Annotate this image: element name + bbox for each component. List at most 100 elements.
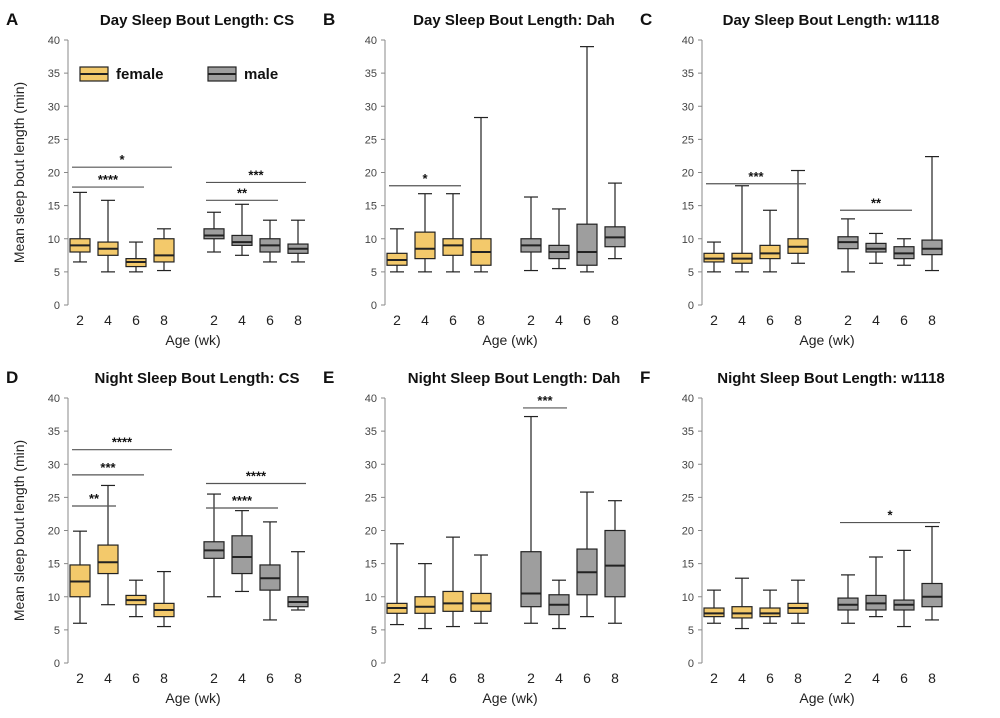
panel-title: Night Sleep Bout Length: Dah <box>408 370 620 387</box>
x-tick-label: 8 <box>294 312 302 328</box>
box-iqr <box>576 223 598 266</box>
legend-label-female: female <box>116 66 164 83</box>
x-tick-label: 6 <box>266 670 274 686</box>
x-tick-label: 6 <box>266 312 274 328</box>
box-male-wk2 <box>520 196 542 272</box>
box-male-wk2 <box>203 493 225 598</box>
x-axis-label: Age (wk) <box>799 690 854 706</box>
y-tick-label: 35 <box>682 68 694 80</box>
y-tick-label: 5 <box>54 267 60 279</box>
panel-e: E Night Sleep Bout Length: Dah 0 5 10 15 20 25 3… <box>323 368 626 706</box>
box-female-wk8 <box>787 169 809 264</box>
y-tick-label: 40 <box>682 35 694 47</box>
significance-label: * <box>422 171 428 186</box>
y-tick-label: 20 <box>365 526 377 538</box>
x-tick-label: 8 <box>477 670 485 686</box>
significance-label: *** <box>748 169 764 184</box>
significance-label: ** <box>237 185 248 200</box>
box-iqr <box>442 238 464 256</box>
x-tick-label: 2 <box>527 312 535 328</box>
box-male-wk2 <box>520 415 542 624</box>
y-tick-label: 0 <box>371 300 377 312</box>
x-tick-label: 4 <box>555 670 563 686</box>
x-tick-label: 8 <box>160 312 168 328</box>
x-tick-label: 6 <box>449 312 457 328</box>
x-tick-label: 6 <box>132 312 140 328</box>
box-female-wk6 <box>759 209 781 273</box>
y-tick-label: 15 <box>365 559 377 571</box>
y-tick-label: 20 <box>365 168 377 180</box>
y-tick-label: 25 <box>682 134 694 146</box>
y-tick-label: 5 <box>54 625 60 637</box>
x-tick-label: 6 <box>583 670 591 686</box>
x-tick-label: 8 <box>160 670 168 686</box>
significance-label: * <box>887 508 893 523</box>
box-female-wk8 <box>787 579 809 624</box>
y-tick-label: 30 <box>48 101 60 113</box>
box-iqr <box>442 590 464 612</box>
y-tick-label: 40 <box>365 35 377 47</box>
y-tick-label: 25 <box>48 492 60 504</box>
box-female-wk4 <box>414 563 436 630</box>
y-tick-label: 40 <box>682 393 694 405</box>
box-female-wk2 <box>703 589 725 624</box>
y-tick-label: 0 <box>688 658 694 670</box>
box-male-wk2 <box>837 574 859 624</box>
significance-label: ** <box>871 195 882 210</box>
y-tick-label: 25 <box>365 492 377 504</box>
box-male-wk8 <box>287 219 309 263</box>
box-male-wk8 <box>921 156 943 272</box>
x-tick-label: 8 <box>928 312 936 328</box>
y-tick-label: 10 <box>682 234 694 246</box>
panel-letter: F <box>640 368 650 387</box>
box-male-wk6 <box>893 549 915 628</box>
x-axis-label: Age (wk) <box>165 690 220 706</box>
box-iqr <box>921 582 943 608</box>
y-tick-label: 30 <box>365 101 377 113</box>
y-axis-label: Mean sleep bout length (min) <box>11 440 27 621</box>
box-male-wk2 <box>837 218 859 273</box>
panel-title: Night Sleep Bout Length: CS <box>95 370 300 387</box>
box-female-wk4 <box>97 199 119 273</box>
y-tick-label: 25 <box>682 492 694 504</box>
box-female-wk2 <box>703 241 725 273</box>
y-tick-label: 30 <box>682 459 694 471</box>
significance-label: ** <box>89 491 100 506</box>
box-iqr <box>604 529 626 598</box>
x-tick-label: 8 <box>794 312 802 328</box>
box-female-wk4 <box>414 193 436 273</box>
box-male-wk8 <box>604 500 626 624</box>
box-iqr <box>921 239 943 256</box>
y-tick-label: 30 <box>682 101 694 113</box>
x-tick-label: 8 <box>294 670 302 686</box>
x-tick-label: 2 <box>710 670 718 686</box>
x-tick-label: 6 <box>449 670 457 686</box>
x-tick-label: 8 <box>794 670 802 686</box>
y-tick-label: 25 <box>48 134 60 146</box>
x-tick-label: 6 <box>766 670 774 686</box>
box-female-wk2 <box>69 530 91 624</box>
x-tick-label: 4 <box>738 670 746 686</box>
significance-label: **** <box>246 468 267 483</box>
x-tick-label: 2 <box>393 670 401 686</box>
y-tick-label: 35 <box>48 68 60 80</box>
y-tick-label: 25 <box>365 134 377 146</box>
x-axis-label: Age (wk) <box>799 332 854 348</box>
panel-letter: C <box>640 10 652 29</box>
panel-title: Day Sleep Bout Length: Dah <box>413 12 615 29</box>
significance-label: **** <box>98 172 119 187</box>
box-male-wk6 <box>259 521 281 621</box>
box-iqr <box>759 244 781 260</box>
y-tick-label: 0 <box>688 300 694 312</box>
x-tick-label: 8 <box>477 312 485 328</box>
x-tick-label: 4 <box>104 670 112 686</box>
y-tick-label: 20 <box>682 168 694 180</box>
x-tick-label: 4 <box>738 312 746 328</box>
legend-label-male: male <box>244 66 278 83</box>
box-iqr <box>153 238 175 263</box>
legend: female male <box>79 66 278 83</box>
x-tick-label: 2 <box>844 312 852 328</box>
x-tick-label: 2 <box>76 670 84 686</box>
y-tick-label: 10 <box>48 234 60 246</box>
x-tick-label: 2 <box>527 670 535 686</box>
